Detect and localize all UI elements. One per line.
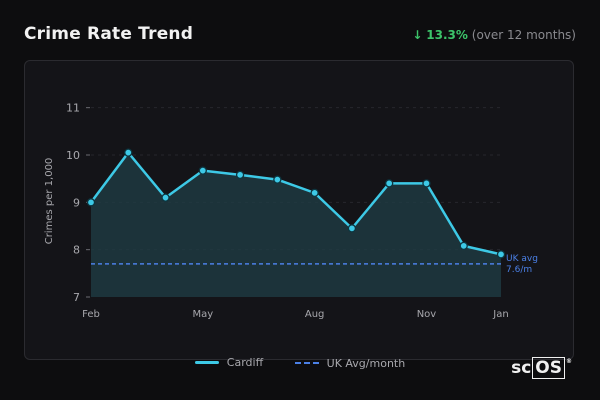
y-tick-label: 9 [73,196,80,209]
brand-boxed: OS [532,357,565,379]
x-axis-ticks: Feb May Aug Nov Jan [82,309,509,320]
data-point [235,170,245,180]
brand-prefix: sc [511,358,532,378]
reference-label: UK avg [506,254,538,264]
x-tick-label: Feb [82,309,100,320]
chart-legend: Cardiff UK Avg/month [0,354,600,370]
legend-item-cardiff[interactable]: Cardiff [194,356,264,369]
legend-swatch-dashed [294,362,319,364]
registered-mark: ® [566,358,572,365]
area-fill [91,152,501,297]
data-point [310,188,319,198]
change-percentage: 13.3% [426,28,468,42]
cardiff-line [89,151,503,256]
x-tick-label: Nov [417,309,437,320]
data-point [459,241,468,251]
legend-label: UK Avg/month [326,356,406,370]
brand-logo: sc OS ® [511,357,572,379]
series-line [89,151,503,256]
x-tick-label: Aug [305,309,325,320]
data-point [422,179,431,188]
legend-label: Cardiff [226,356,264,369]
y-axis-ticks: 7 8 9 10 11 [66,102,90,304]
data-point [496,250,506,259]
y-tick-label: 7 [73,291,80,304]
y-tick-label: 10 [66,149,80,162]
y-tick-label: 8 [73,244,80,257]
legend-swatch-solid [194,361,219,364]
reference-value-label: 7.6/m [506,265,532,275]
down-arrow-icon: ↓ [412,28,423,42]
legend-item-uk-avg[interactable]: UK Avg/month [294,356,406,370]
y-tick-label: 11 [66,102,80,115]
data-point [161,193,170,202]
data-point [385,179,394,188]
page-title: Crime Rate Trend [24,24,194,44]
data-point [198,166,207,175]
data-point [347,224,357,233]
change-indicator: ↓ 13.3% (over 12 months) [412,28,576,42]
data-point [124,148,133,157]
change-period: (over 12 months) [471,28,576,42]
x-tick-label: May [192,309,213,320]
series-area [91,152,501,297]
x-tick-label: Jan [492,309,508,320]
y-axis-label: Crimes per 1,000 [44,158,55,245]
data-point [273,175,282,184]
data-point [86,198,96,207]
series-points [86,148,506,259]
